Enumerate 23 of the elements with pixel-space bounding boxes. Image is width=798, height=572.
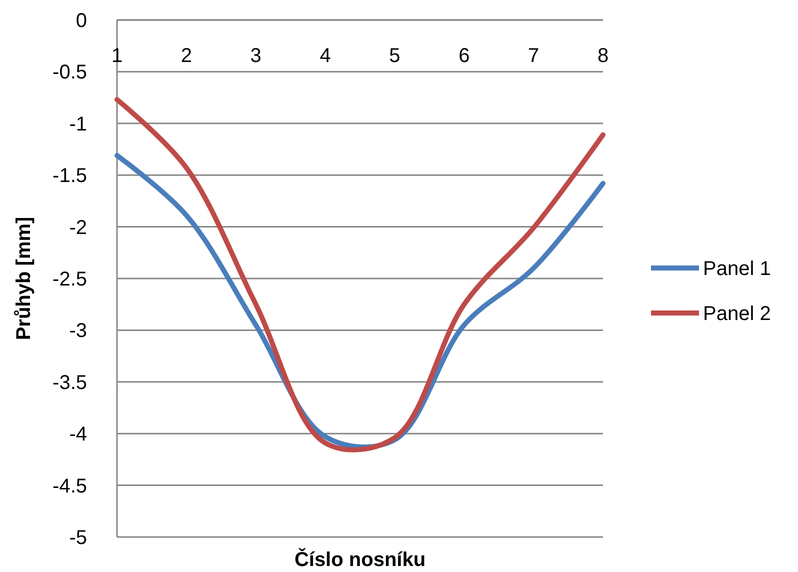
y-tick-label: -3 <box>69 320 87 342</box>
x-tick-label: 6 <box>458 45 470 67</box>
y-tick-label: -2 <box>69 216 87 239</box>
x-tick-label: 3 <box>250 45 262 67</box>
legend-label: Panel 1 <box>703 258 771 280</box>
y-tick-label: -5 <box>69 527 87 549</box>
y-tick-label: -3.5 <box>52 372 87 394</box>
y-tick-label: -1.5 <box>52 165 87 188</box>
y-tick-label: -4 <box>69 424 87 446</box>
x-axis-title: Číslo nosníku <box>294 548 426 571</box>
y-tick-label: -2.5 <box>52 268 87 290</box>
y-tick-label: -0.5 <box>52 62 87 84</box>
y-tick-label: -1 <box>69 113 87 136</box>
x-tick-label: 1 <box>111 45 123 67</box>
y-axis-title: Průhyb [mm] <box>13 216 35 340</box>
legend-label: Panel 2 <box>703 303 771 325</box>
x-tick-label: 7 <box>528 45 540 67</box>
y-tick-label: 0 <box>76 10 87 32</box>
x-tick-label: 5 <box>389 45 400 67</box>
x-tick-label: 2 <box>180 45 192 67</box>
x-tick-label: 8 <box>597 45 609 67</box>
x-tick-label: 4 <box>320 45 331 67</box>
y-tick-label: -4.5 <box>52 475 87 498</box>
